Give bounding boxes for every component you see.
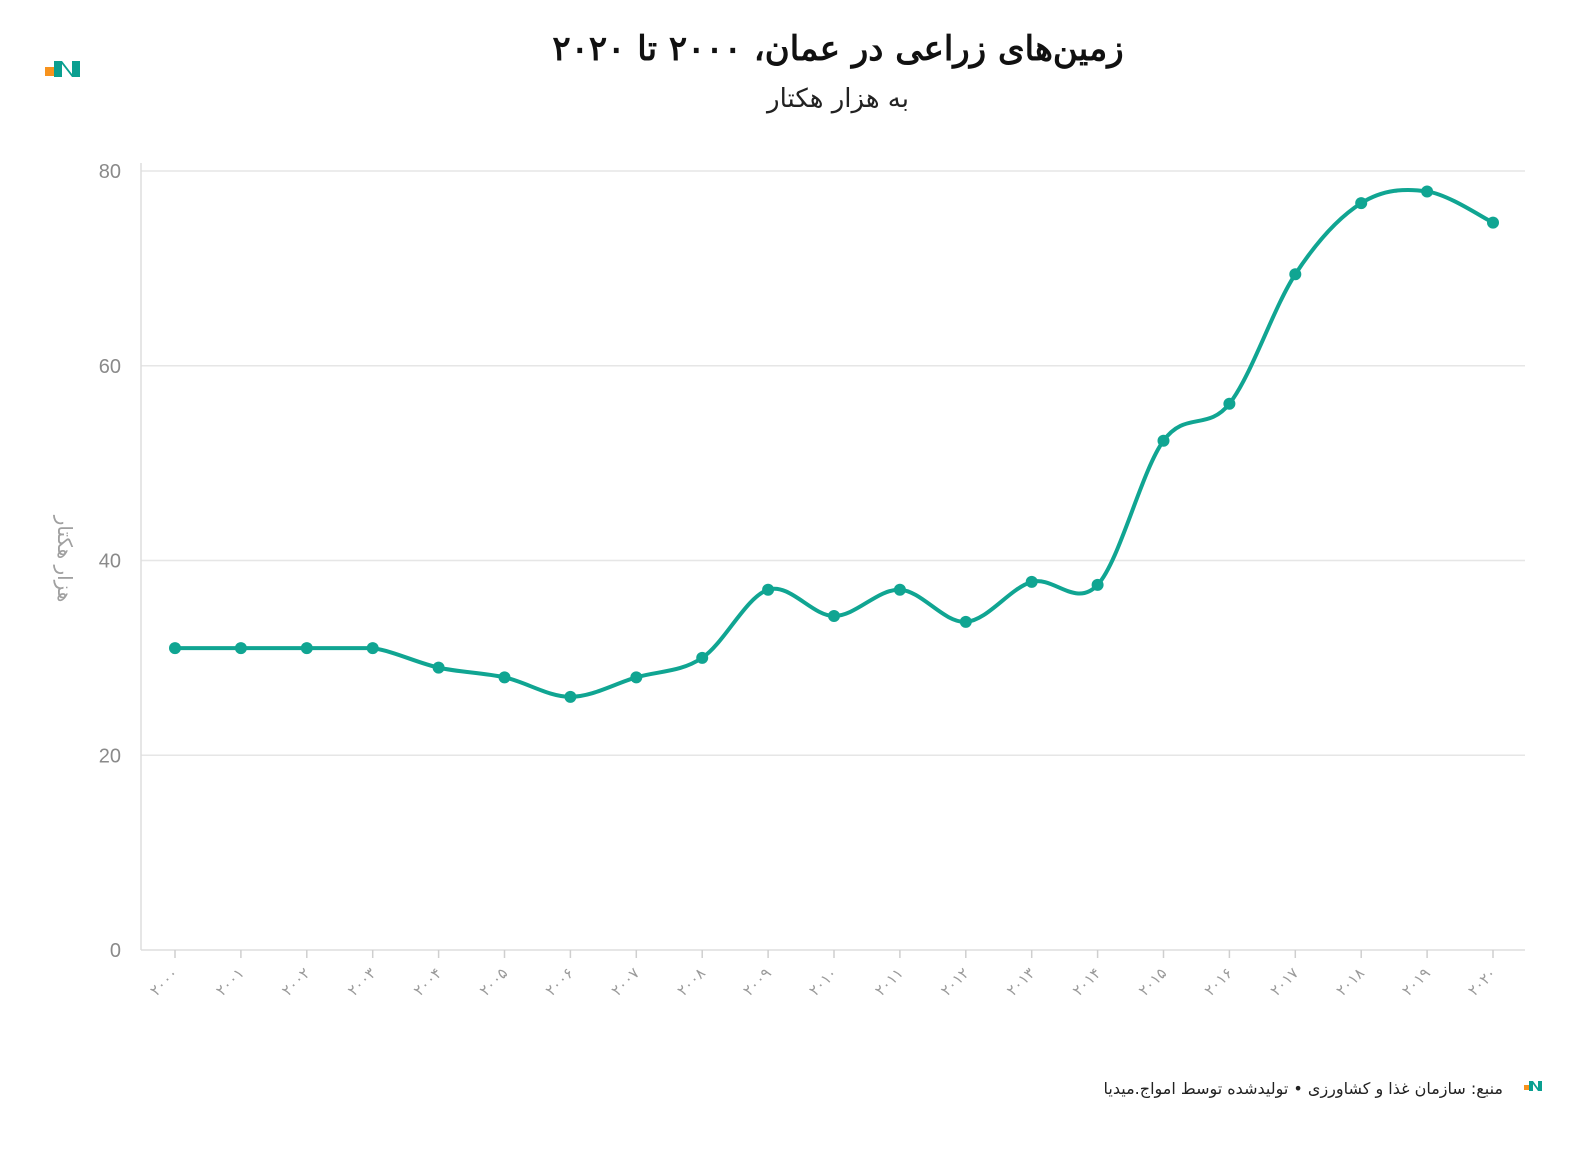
data-point xyxy=(959,615,972,628)
data-point xyxy=(564,690,577,703)
data-point xyxy=(300,642,313,655)
x-tick-label: ۲۰۰۷ xyxy=(608,964,644,1000)
data-point xyxy=(366,642,379,655)
x-tick-label: ۲۰۱۶ xyxy=(1201,964,1237,1000)
data-point xyxy=(1157,434,1170,447)
y-axis: 0 20 40 60 80 xyxy=(99,161,142,962)
x-tick-label: ۲۰۰۹ xyxy=(739,964,775,1000)
x-tick-label: ۲۰۲۰ xyxy=(1464,964,1500,1000)
data-point xyxy=(762,583,775,596)
x-tick-label: ۲۰۱۸ xyxy=(1333,964,1369,1000)
x-tick-label: ۲۰۰۲ xyxy=(278,964,314,1000)
series-line xyxy=(173,187,1495,699)
data-point xyxy=(1091,578,1104,591)
data-point xyxy=(1025,575,1038,588)
y-tick-label: 20 xyxy=(99,745,121,767)
data-point xyxy=(1223,397,1236,410)
chart-subtitle: به هزار هکتار xyxy=(765,84,909,114)
data-point xyxy=(1289,268,1302,281)
grid xyxy=(141,170,1525,951)
data-points xyxy=(169,185,1499,703)
data-point xyxy=(630,671,643,684)
data-point xyxy=(1421,185,1434,198)
data-point xyxy=(828,610,840,623)
y-tick-label: 60 xyxy=(99,356,121,378)
footer-logo xyxy=(1524,1081,1542,1091)
source-note: منبع: سازمان غذا و کشاورزی • تولیدشده تو… xyxy=(1104,1079,1503,1099)
brand-logo xyxy=(45,61,80,77)
x-tick-label: ۲۰۱۹ xyxy=(1398,964,1434,1000)
x-axis: ۲۰۰۰ ۲۰۰۱ ۲۰۰۲ ۲۰۰۳ ۲۰۰۴ ۲۰۰۵ ۲۰۰۶ ۲۰۰۷ ۲۰۰۸ ۲۰۰۹… xyxy=(146,950,1500,1000)
x-tick-label: ۲۰۰۴ xyxy=(410,964,446,1000)
x-tick-label: ۲۰۰۵ xyxy=(476,964,512,1000)
data-point xyxy=(696,651,709,664)
data-point xyxy=(893,583,906,596)
x-tick-label: ۲۰۰۶ xyxy=(542,964,578,1000)
y-tick-label: 80 xyxy=(99,161,121,183)
chart-title: زمین‌های زراعی در عمان، ۲۰۰۰ تا ۲۰۲۰ xyxy=(552,29,1123,69)
data-point xyxy=(1355,197,1368,210)
data-point xyxy=(169,642,181,655)
x-tick-label: ۲۰۱۱ xyxy=(871,964,907,1000)
data-point xyxy=(234,642,247,655)
x-tick-label: ۲۰۱۴ xyxy=(1069,964,1105,1000)
data-point xyxy=(498,671,511,684)
data-point xyxy=(432,661,445,674)
y-tick-label: 0 xyxy=(110,940,121,962)
x-tick-label: ۲۰۱۳ xyxy=(1003,964,1039,1000)
x-tick-label: ۲۰۱۰ xyxy=(805,964,841,1000)
x-tick-label: ۲۰۱۵ xyxy=(1135,964,1171,1000)
y-axis-label: هزار هکتار xyxy=(53,515,77,603)
y-tick-label: 40 xyxy=(99,551,121,573)
data-point xyxy=(1487,216,1499,229)
x-tick-label: ۲۰۱۲ xyxy=(937,964,973,1000)
x-tick-label: ۲۰۰۰ xyxy=(146,964,182,1000)
x-tick-label: ۲۰۰۳ xyxy=(344,964,380,1000)
x-tick-label: ۲۰۱۷ xyxy=(1267,964,1303,1000)
x-tick-label: ۲۰۰۱ xyxy=(212,964,248,1000)
x-tick-label: ۲۰۰۸ xyxy=(674,964,710,1000)
